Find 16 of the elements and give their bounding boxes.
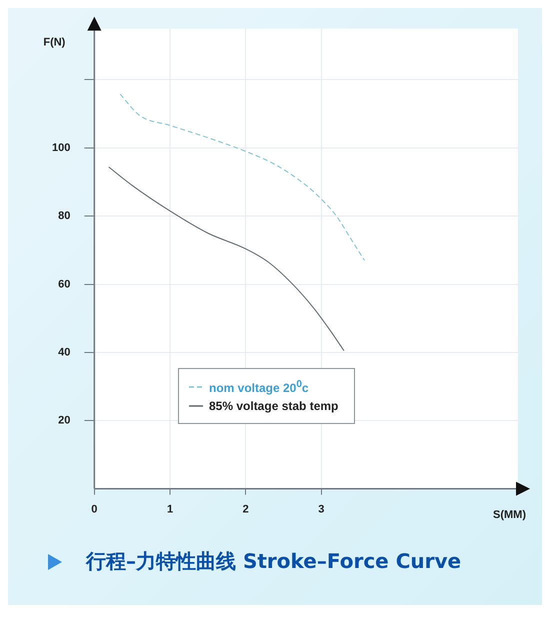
y-tick-label: 80 [58, 210, 70, 222]
y-tick-label: 100 [52, 142, 70, 154]
x-tick-label: 1 [166, 503, 174, 516]
x-tick-label: 2 [242, 503, 249, 516]
y-tick-label: 60 [58, 278, 70, 290]
line-series [120, 94, 365, 261]
x-tick-label: 3 [318, 503, 324, 516]
legend-label: nom voltage 20$^{0}$c [209, 379, 309, 395]
y-axis-title: F(N) [43, 36, 66, 49]
legend-label: 85% voltage stab temp [209, 399, 338, 413]
x-tick-label: 0 [91, 503, 98, 516]
text: 行程–力特性曲线 Stroke–Force Curve [86, 548, 462, 575]
y-tick-label: 20 [58, 414, 70, 427]
line-series [108, 166, 344, 352]
x-axis-title: S(MM) [493, 508, 526, 521]
y-tick-label: 40 [58, 346, 70, 358]
